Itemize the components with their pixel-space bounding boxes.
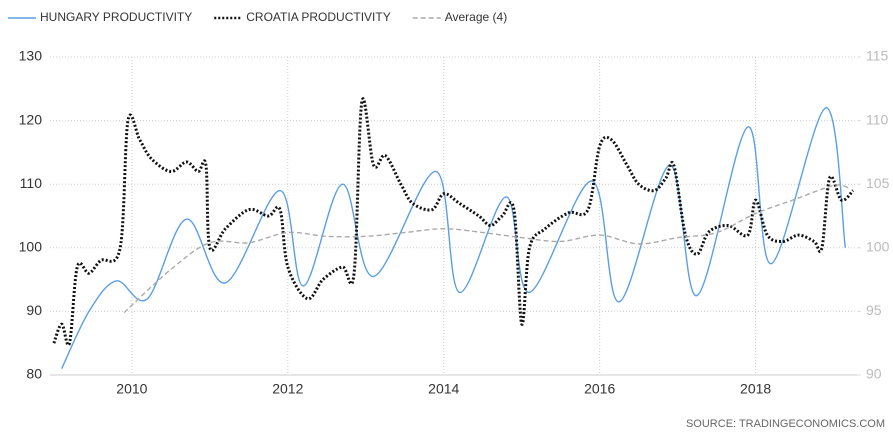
legend: HUNGARY PRODUCTIVITY CROATIA PRODUCTIVITY… <box>8 10 507 24</box>
x-tick-label: 2010 <box>116 381 147 397</box>
y-tick-label: 100 <box>19 239 43 255</box>
x-tick-label: 2018 <box>740 381 771 397</box>
y2-tick-label: 100 <box>866 239 890 255</box>
line-series <box>52 97 855 347</box>
legend-label: HUNGARY PRODUCTIVITY <box>40 10 192 24</box>
legend-label: Average (4) <box>445 10 507 24</box>
legend-label: CROATIA PRODUCTIVITY <box>246 10 390 24</box>
y-tick-label: 90 <box>26 302 42 318</box>
x-tick-label: 2016 <box>584 381 615 397</box>
y-tick-label: 80 <box>26 366 42 382</box>
line-series <box>61 107 846 369</box>
y-tick-label: 110 <box>20 175 43 191</box>
y2-tick-label: 110 <box>866 111 889 127</box>
x-tick-label: 2014 <box>428 381 459 397</box>
y-tick-label: 130 <box>19 48 43 64</box>
y-tick-label: 120 <box>19 111 43 127</box>
y2-tick-label: 95 <box>866 302 882 318</box>
y2-tick-label: 90 <box>866 366 882 382</box>
source: SOURCE: TRADINGECONOMICS.COM <box>686 418 885 430</box>
x-tick-label: 2012 <box>272 381 303 397</box>
y2-tick-label: 115 <box>866 48 889 64</box>
line-series <box>123 184 850 314</box>
y2-tick-label: 105 <box>866 175 890 191</box>
